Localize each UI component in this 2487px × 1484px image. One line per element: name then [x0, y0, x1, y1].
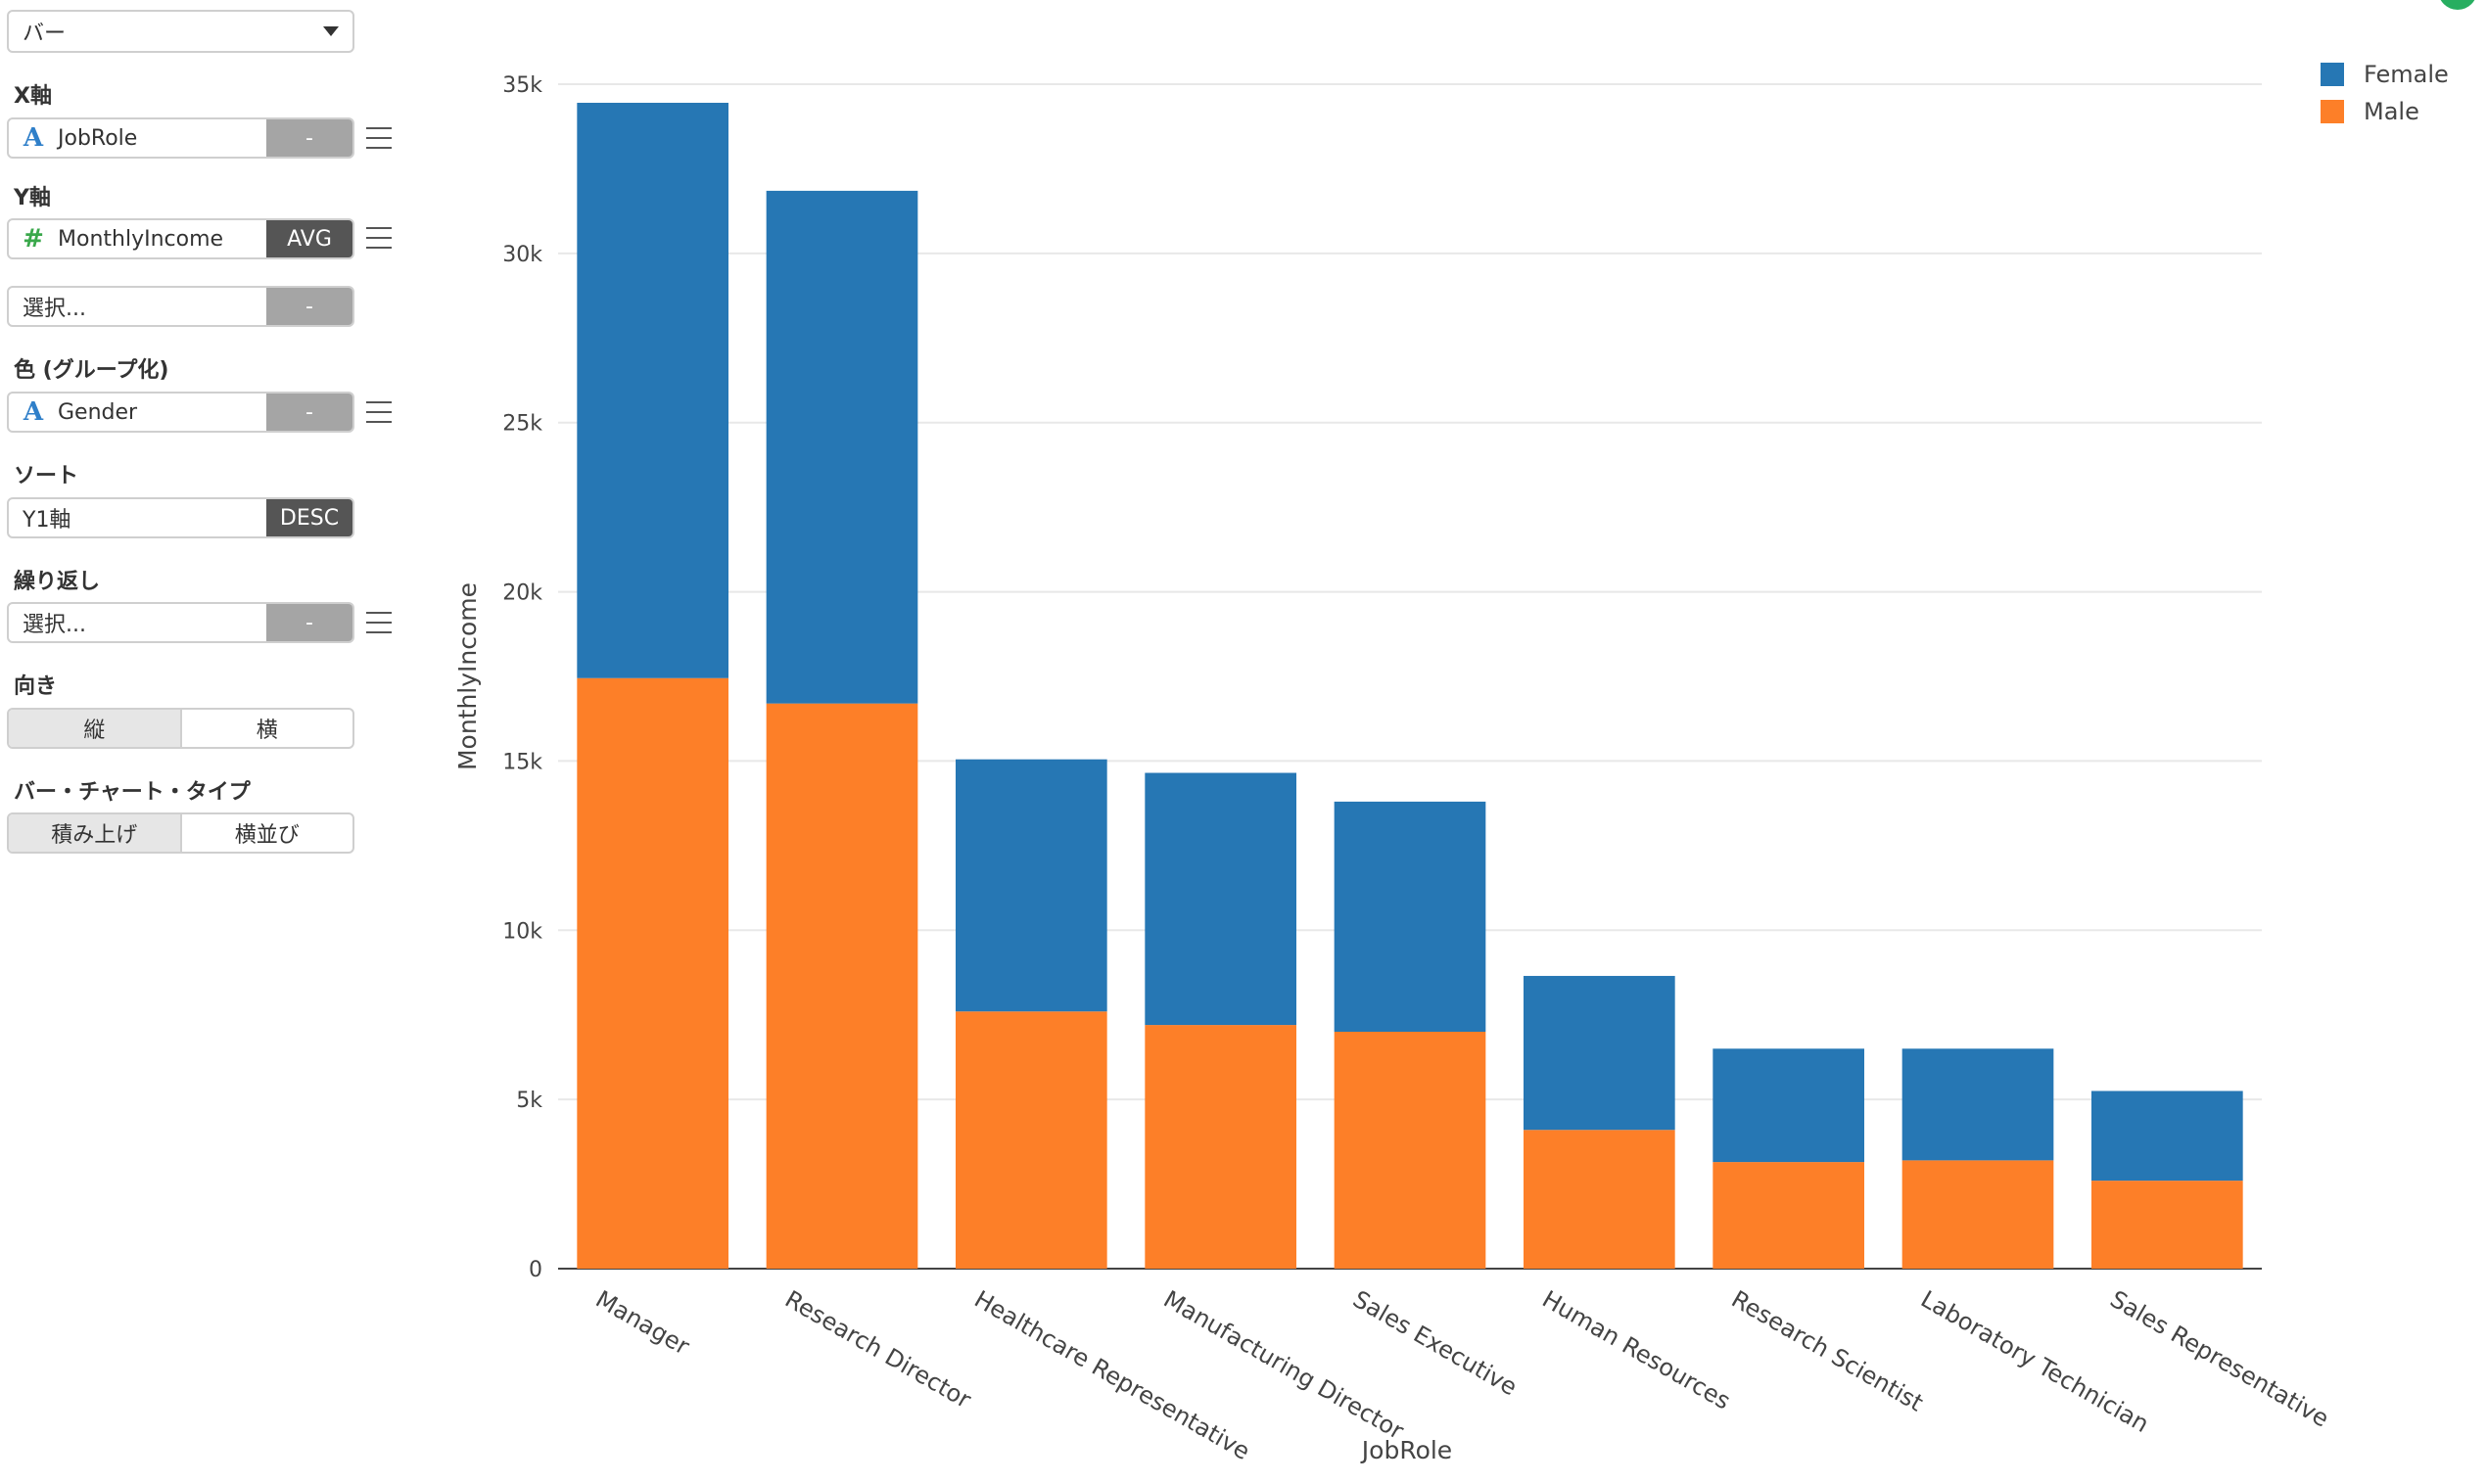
- bar-male: [956, 1011, 1107, 1269]
- chart-type-dropdown[interactable]: バー: [7, 10, 354, 53]
- y-axis-label: Y軸: [14, 186, 51, 210]
- bar-male: [1713, 1162, 1864, 1269]
- chevron-down-icon: [323, 26, 339, 36]
- color-group-menu-icon[interactable]: [366, 401, 392, 423]
- y-tick-label: 25k: [502, 412, 542, 437]
- bar-male: [1901, 1160, 2054, 1269]
- bar-female: [766, 190, 918, 704]
- x-tick-label: Research Scientist: [1727, 1285, 1928, 1417]
- repeat-button[interactable]: -: [266, 604, 352, 641]
- bar-female: [1713, 1048, 1864, 1163]
- color-group-button[interactable]: -: [266, 394, 352, 431]
- repeat-menu-icon[interactable]: [366, 612, 392, 633]
- y-axis2-field[interactable]: 選択... -: [7, 286, 354, 327]
- orientation-label: 向き: [14, 674, 58, 699]
- y-tick-label: 0: [529, 1258, 542, 1282]
- repeat-field[interactable]: 選択... -: [7, 602, 354, 643]
- x-axis-label: X軸: [14, 84, 52, 109]
- y-axis2-placeholder: 選択...: [23, 297, 86, 321]
- y-tick-label: 20k: [502, 581, 542, 606]
- y-axis2-aggregate-button[interactable]: -: [266, 288, 352, 325]
- bar-type-grouped-option[interactable]: 横並び: [234, 823, 300, 848]
- x-axis-menu-icon[interactable]: [366, 127, 392, 149]
- bar-female: [1901, 1048, 2054, 1161]
- chart-area: 0 5k 10k 15k 20k 25k 30k 35k Manager Research Dir…: [411, 0, 2487, 1480]
- legend-label-female: Female: [2364, 61, 2449, 88]
- status-badge: [2438, 0, 2477, 10]
- x-tick-label: Human Resources: [1537, 1285, 1735, 1415]
- settings-panel: バー X軸 A JobRole - Y軸 # MonthlyIncome AVG…: [0, 0, 411, 1480]
- color-group-field[interactable]: A Gender -: [7, 392, 354, 433]
- bar-male: [577, 677, 728, 1269]
- y-tick-label: 35k: [502, 73, 542, 98]
- color-group-label: 色 (グループ化): [14, 358, 169, 383]
- y-tick-label: 30k: [502, 243, 542, 267]
- string-type-icon: A: [23, 123, 44, 153]
- y-axis-field-name: MonthlyIncome: [58, 226, 224, 252]
- bar-type-stacked-option[interactable]: 積み上げ: [9, 814, 182, 852]
- bar-female: [1524, 975, 1675, 1131]
- x-axis-field[interactable]: A JobRole -: [7, 117, 354, 159]
- bar-male: [2091, 1181, 2243, 1269]
- chart-type-value: バー: [23, 22, 67, 46]
- legend-swatch-female: [2321, 63, 2344, 86]
- bar-female: [2091, 1090, 2243, 1182]
- orientation-horizontal-option[interactable]: 横: [256, 719, 278, 743]
- orientation-toggle: 縦 横: [7, 708, 354, 749]
- sort-field[interactable]: Y1軸 DESC: [7, 497, 354, 538]
- bar-male: [1145, 1025, 1296, 1269]
- y-axis-menu-icon[interactable]: [366, 227, 392, 249]
- repeat-placeholder: 選択...: [23, 613, 86, 637]
- y-tick-label: 5k: [516, 1089, 542, 1113]
- string-type-icon: A: [23, 397, 44, 427]
- y-axis-aggregate-button[interactable]: AVG: [266, 220, 352, 257]
- sort-label: ソート: [14, 464, 79, 488]
- x-tick-label: Research Director: [780, 1285, 976, 1414]
- legend-label-male: Male: [2364, 98, 2419, 125]
- x-axis-title: JobRole: [1360, 1436, 1452, 1464]
- x-axis-field-name: JobRole: [58, 125, 138, 151]
- bar-type-toggle: 積み上げ 横並び: [7, 812, 354, 854]
- bar-male: [766, 703, 918, 1269]
- y-tick-label: 15k: [502, 750, 542, 774]
- bar-male: [1334, 1032, 1486, 1269]
- bar-chart: 0 5k 10k 15k 20k 25k 30k 35k Manager Research Dir…: [453, 61, 2449, 1465]
- y-axis-title: MonthlyIncome: [453, 582, 482, 770]
- sort-direction-button[interactable]: DESC: [266, 499, 352, 536]
- color-group-field-name: Gender: [58, 399, 138, 425]
- repeat-label: 繰り返し: [14, 570, 101, 594]
- number-type-icon: #: [23, 224, 44, 254]
- legend-swatch-male: [2321, 100, 2344, 123]
- bar-female: [1334, 801, 1486, 1032]
- bar-female: [577, 103, 728, 678]
- y-tick-label: 10k: [502, 919, 542, 944]
- y-axis-field[interactable]: # MonthlyIncome AVG: [7, 218, 354, 259]
- sort-field-name: Y1軸: [23, 508, 71, 533]
- x-tick-label: Manager: [591, 1285, 694, 1361]
- bar-type-label: バー・チャート・タイプ: [14, 780, 251, 805]
- bar-male: [1524, 1130, 1675, 1269]
- x-tick-label: Sales Executive: [1348, 1285, 1522, 1401]
- orientation-vertical-option[interactable]: 縦: [9, 710, 182, 747]
- bar-female: [956, 759, 1107, 1012]
- bar-female: [1145, 772, 1296, 1026]
- x-axis-aggregate-button[interactable]: -: [266, 119, 352, 157]
